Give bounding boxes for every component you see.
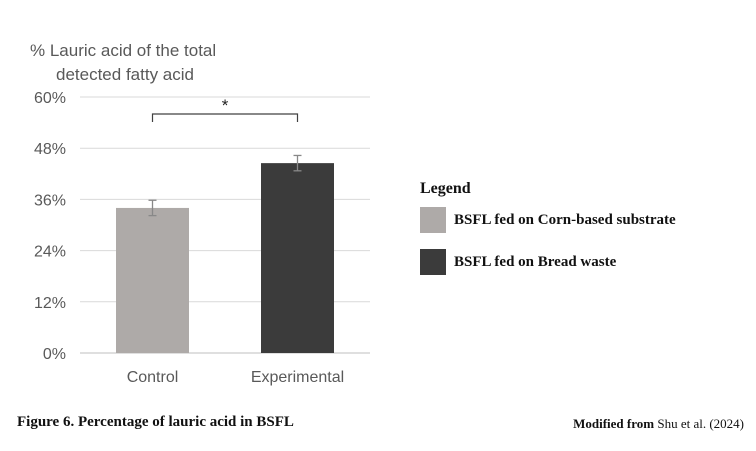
chart-title-line-2: detected fatty acid [56, 65, 194, 84]
credit-prefix: Modified from [573, 416, 655, 431]
legend-entry-control: BSFL fed on Corn-based substrate [420, 207, 750, 233]
figure-caption: Figure 6. Percentage of lauric acid in B… [17, 414, 294, 430]
y-tick-label: 12% [34, 295, 66, 312]
bar-control [116, 207, 189, 353]
error-bars [148, 154, 302, 217]
x-category-label: Experimental [251, 369, 344, 386]
bracket-line [151, 113, 299, 122]
y-tick-label: 48% [34, 141, 66, 158]
legend-swatch-control [420, 207, 446, 233]
legend-label-control: BSFL fed on Corn-based substrate [454, 211, 676, 228]
x-category-label: Control [127, 369, 179, 386]
x-axis-labels: Control Experimental [127, 369, 344, 386]
credit-source: Shu et al. (2024) [657, 416, 744, 431]
legend: Legend BSFL fed on Corn-based substrate … [420, 180, 750, 291]
legend-title: Legend [420, 180, 471, 197]
bars [116, 163, 334, 353]
significance-bracket: * [151, 96, 299, 122]
legend-label-experimental: BSFL fed on Bread waste [454, 253, 617, 270]
chart-title-line-1: % Lauric acid of the total [30, 41, 216, 60]
y-tick-label: 60% [34, 90, 66, 107]
legend-entry-experimental: BSFL fed on Bread waste [420, 249, 750, 275]
y-tick-label: 0% [43, 346, 66, 363]
bar-experimental [261, 163, 334, 353]
significance-star: * [222, 96, 229, 115]
y-axis-ticks: 0% 12% 24% 36% 48% 60% [34, 90, 66, 363]
figure-credit: Modified from Shu et al. (2024) [573, 416, 744, 432]
y-tick-label: 24% [34, 244, 66, 261]
y-tick-label: 36% [34, 192, 66, 209]
legend-swatch-experimental [420, 249, 446, 275]
